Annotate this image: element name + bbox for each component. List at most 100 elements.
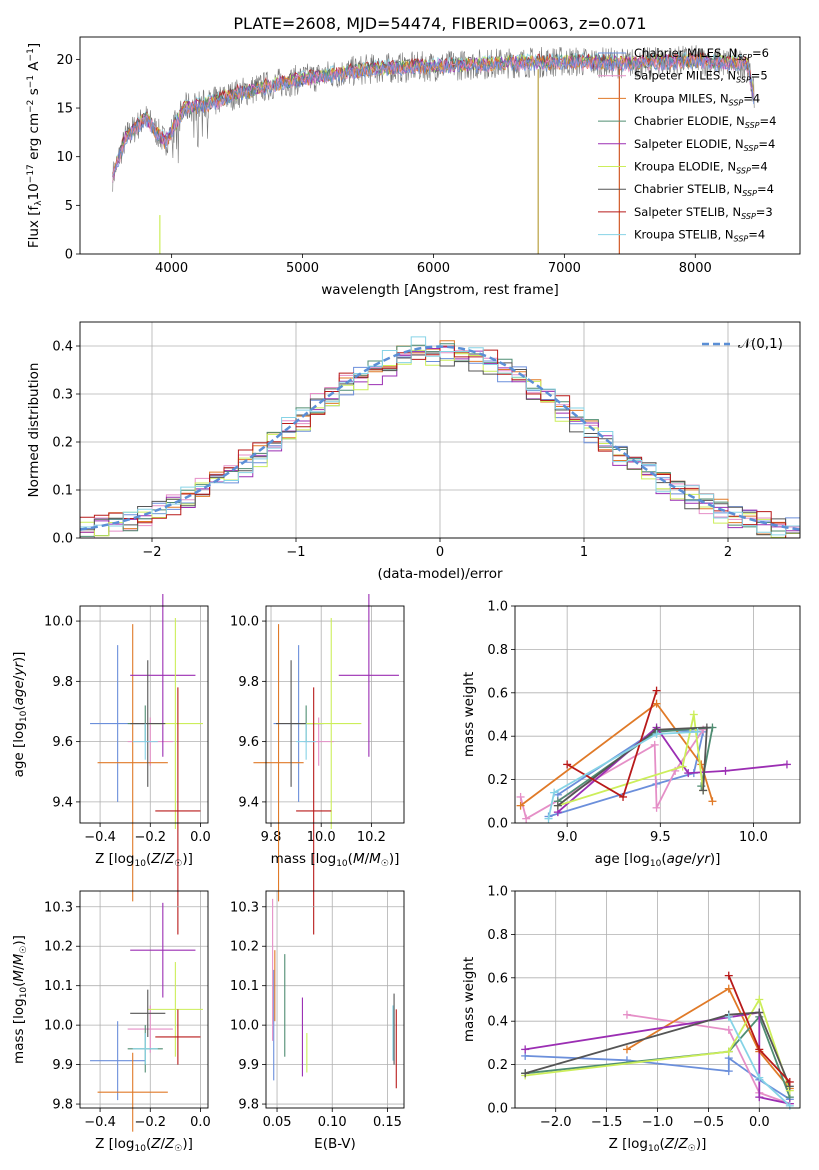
y-tick-label: 15 <box>56 102 73 117</box>
y-tick-label: 10 <box>56 150 73 165</box>
y-tick-label: 9.8 <box>238 675 259 690</box>
label-part: )] <box>11 652 27 663</box>
series-line <box>557 726 708 807</box>
label-part: / <box>692 851 697 867</box>
axes-frame <box>265 605 405 824</box>
label-part: ( <box>659 1136 664 1152</box>
y-tick-label: 10.0 <box>44 615 73 630</box>
x-axis-label: (data-model)/error <box>377 566 503 582</box>
label-part: M <box>11 953 27 965</box>
y-tick-label: 9.8 <box>52 1098 73 1113</box>
label-part: ( <box>146 851 151 867</box>
legend-count: =5 <box>751 69 768 83</box>
x-tick-label: −0.5 <box>693 1115 725 1130</box>
series-line <box>525 1015 791 1098</box>
label-part: erg cm <box>26 113 42 164</box>
series-line <box>525 997 791 1091</box>
y-tick-label: 9.6 <box>52 735 73 750</box>
label-part: ☉ <box>381 859 389 869</box>
label-part: / <box>365 851 370 867</box>
x-tick-label: 0.0 <box>190 830 211 845</box>
x-tick-label: −1 <box>286 545 305 560</box>
label-part: M <box>11 970 27 982</box>
label-part: 10 <box>650 859 662 869</box>
y-tick-label: 10.2 <box>230 940 259 955</box>
legend-text: Chabrier STELIB, N <box>634 182 742 196</box>
histogram-series <box>80 346 800 537</box>
histograms <box>80 336 800 538</box>
x-axis-label: wavelength [Angstrom, rest frame] <box>321 282 559 298</box>
legend-count: =6 <box>752 46 769 60</box>
y-tick-label: 0.4 <box>487 1015 508 1030</box>
legend-entry: Salpeter MILES, NSSP=5 <box>634 69 768 85</box>
label-part: ( <box>348 851 353 867</box>
label-part: yr <box>11 661 27 677</box>
y-tick-label: 10.2 <box>44 940 73 955</box>
label-part: Flux [f <box>26 204 42 248</box>
x-tick-label: 10.2 <box>357 830 386 845</box>
y-tick-label: 9.9 <box>52 1058 73 1073</box>
legend-subscript: SSP <box>742 189 757 198</box>
label-part: ☉ <box>688 1144 696 1154</box>
x-tick-label: 0.15 <box>373 1115 402 1130</box>
y-tick-label: 10.1 <box>44 979 73 994</box>
x-tick-label: −0.4 <box>84 830 116 845</box>
label-part: Z [log <box>609 1136 648 1152</box>
label-part: 10 <box>19 710 29 722</box>
x-tick-label: −2.0 <box>540 1115 572 1130</box>
legend-subscript: SSP <box>744 144 759 153</box>
label-part: M <box>369 851 381 867</box>
age-vs-z-panel: −0.4 −0.2 0.09.49.69.810.0Z [log10(Z/Z☉)]a… <box>11 593 211 935</box>
x-tick-label: −0.2 <box>134 1115 166 1130</box>
y-tick-label: 0.1 <box>52 484 73 499</box>
x-tick-label: 2 <box>724 545 732 560</box>
y-tick-label: 0 <box>65 248 73 263</box>
x-tick-label: −1.0 <box>642 1115 674 1130</box>
x-tick-label: 9.0 <box>557 830 578 845</box>
label-part: s <box>26 88 42 99</box>
y-tick-label: 1.0 <box>487 600 508 615</box>
axes-frame <box>79 36 801 255</box>
label-part: Z <box>664 1136 675 1152</box>
legend-count: =4 <box>760 114 777 128</box>
y-tick-label: 0.8 <box>487 643 508 658</box>
model-spectrum <box>112 55 755 176</box>
label-part: 10 <box>336 859 348 869</box>
axes-frame <box>79 321 801 539</box>
x-axis-label: Z [log10(Z/Z☉)] <box>95 851 193 869</box>
label-part: Z <box>164 851 175 867</box>
y-tick-label: 9.6 <box>238 735 259 750</box>
y-tick-label: 9.8 <box>52 675 73 690</box>
y-tick-label: 10.3 <box>44 900 73 915</box>
series-line <box>626 987 791 1090</box>
x-tick-label: −2 <box>142 545 161 560</box>
x-tick-label: 9.8 <box>261 830 282 845</box>
label-part: ] <box>26 43 42 48</box>
y-tick-label: 1.0 <box>487 885 508 900</box>
legend-count: =4 <box>757 182 774 196</box>
label-part: age [log <box>595 851 650 867</box>
x-axis-label: Z [log10(Z/Z☉)] <box>95 1136 193 1154</box>
label-part: E(B-V) <box>314 1136 356 1152</box>
label-part: / <box>11 965 27 970</box>
y-tick-label: 0.4 <box>487 730 508 745</box>
y-tick-label: 0.4 <box>52 340 73 355</box>
legend-entry: Chabrier MILES, NSSP=6 <box>634 46 769 62</box>
label-part: −1 <box>26 75 36 88</box>
x-tick-label: 6000 <box>417 261 450 276</box>
legend-text: Chabrier MILES, N <box>634 46 737 60</box>
legend-text: Kroupa ELODIE, N <box>634 160 736 174</box>
label-part: Z [log <box>95 851 134 867</box>
y-tick-label: 10.0 <box>44 1019 73 1034</box>
model-spectrum <box>112 54 755 183</box>
legend-count: =4 <box>748 228 765 242</box>
massweight-vs-age-panel: 9.0 9.5 10.0 0.0 0.2 0.4 0.6 0.8 1.0 age [log10(a… <box>461 600 801 869</box>
label-part: M <box>353 851 365 867</box>
y-tick-label: 10.1 <box>230 979 259 994</box>
x-tick-label: 0 <box>436 545 444 560</box>
y-tick-label: 20 <box>56 53 73 68</box>
series-line <box>557 714 704 807</box>
y-axis-label: age [log10(age/yr)] <box>11 652 29 778</box>
label-part: ( <box>661 851 666 867</box>
